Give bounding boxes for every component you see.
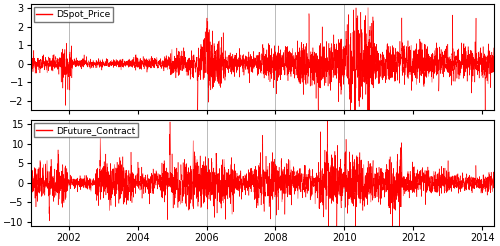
- Legend: DSpot_Price: DSpot_Price: [34, 7, 113, 22]
- Legend: DFuture_Contract: DFuture_Contract: [34, 123, 138, 138]
